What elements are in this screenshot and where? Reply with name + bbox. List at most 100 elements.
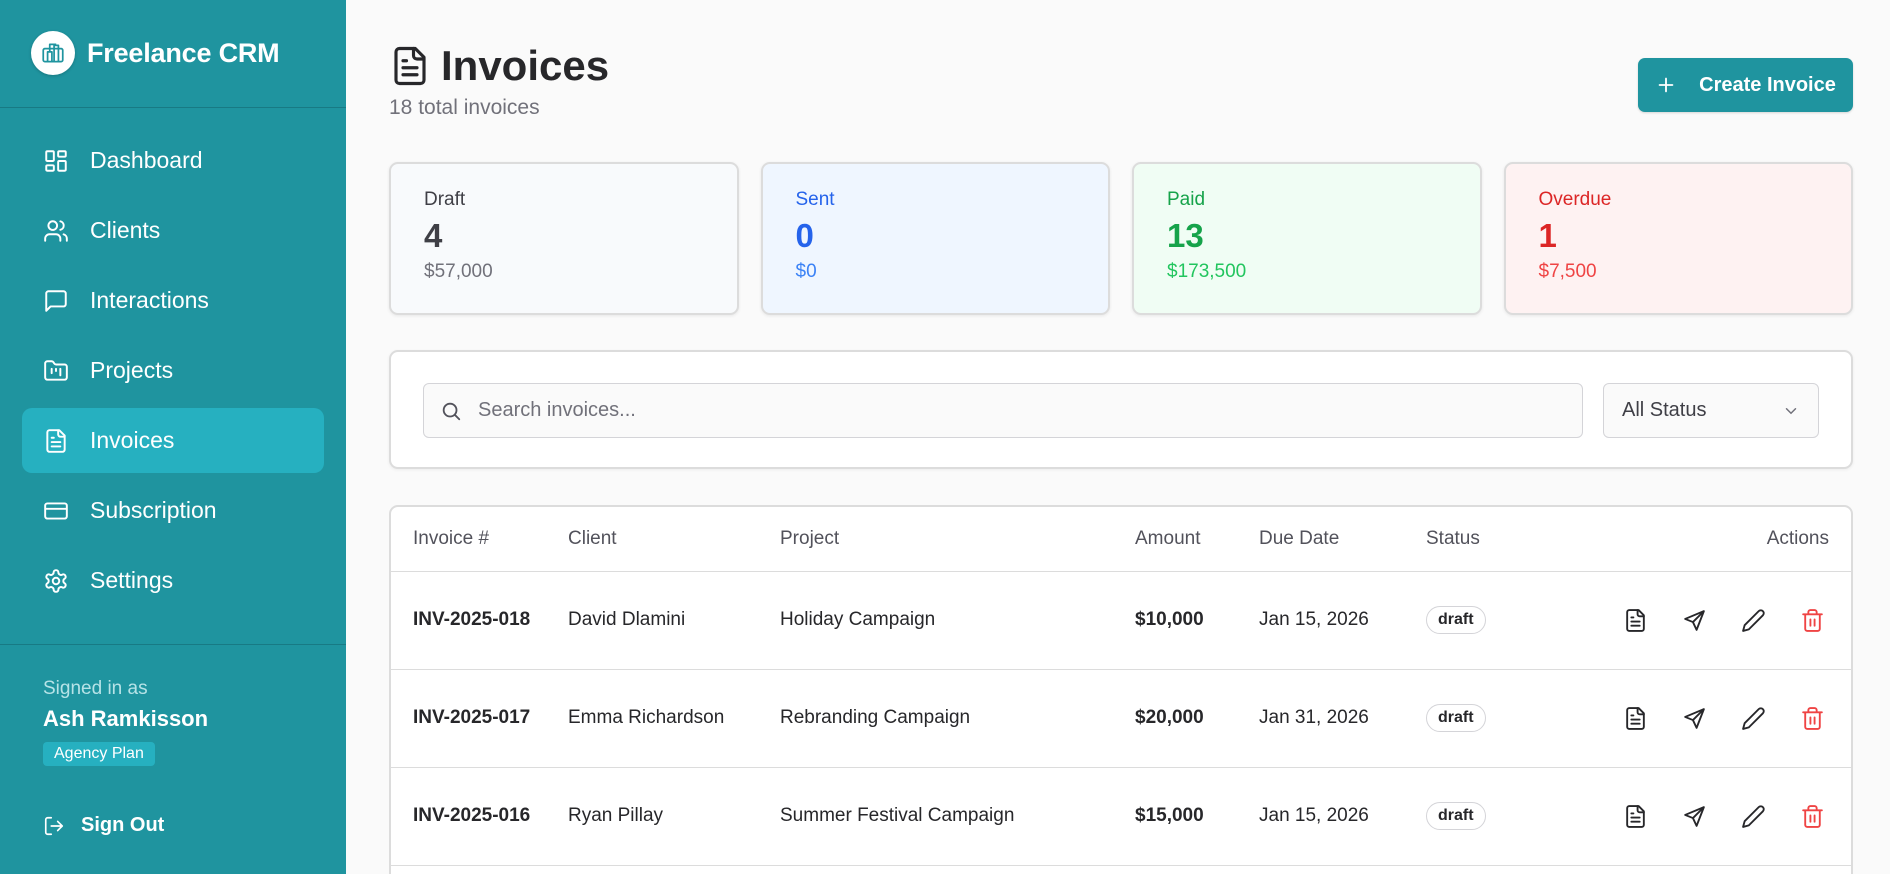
sidebar-item-interactions[interactable]: Interactions	[22, 268, 324, 333]
delete-invoice-button[interactable]	[1800, 706, 1825, 731]
edit-invoice-button[interactable]	[1741, 608, 1766, 633]
invoice-amount: $10,000	[1135, 571, 1259, 670]
page-header: Invoices 18 total invoices	[389, 42, 609, 120]
due-date: Jan 31, 2026	[1259, 669, 1426, 768]
sidebar-nav: Dashboard Clients Interactions Projects …	[22, 128, 324, 618]
actions-cell	[1556, 767, 1851, 866]
stat-count: 1	[1538, 217, 1557, 254]
invoice-count: 18 total invoices	[389, 96, 540, 119]
search-icon	[442, 402, 461, 420]
send-invoice-button[interactable]	[1682, 608, 1707, 633]
trash-icon	[1802, 706, 1823, 730]
client-name: Emma Richardson	[568, 669, 780, 768]
trash-icon	[1802, 608, 1823, 632]
client-name: Ryan Pillay	[568, 767, 780, 866]
status-filter-value: All Status	[1622, 399, 1707, 421]
sidebar-item-projects[interactable]: Projects	[22, 338, 324, 403]
status-cell: draft	[1426, 669, 1556, 768]
plus-icon	[1658, 77, 1674, 93]
sidebar-item-label: Subscription	[90, 497, 217, 523]
filter-bar: All Status	[389, 350, 1853, 469]
column-header-invoice[interactable]: Invoice #	[391, 507, 568, 572]
account-info: Signed in as Ash Ramkisson Agency Plan	[43, 678, 208, 766]
dashboard-icon	[45, 149, 67, 172]
send-icon	[1684, 609, 1705, 631]
stat-count: 0	[795, 217, 814, 254]
stat-amount: $57,000	[424, 261, 493, 282]
search-input[interactable]	[478, 399, 1558, 422]
view-pdf-button[interactable]	[1623, 804, 1648, 829]
sidebar-divider-top	[0, 107, 346, 108]
brand[interactable]: Freelance CRM	[31, 31, 280, 75]
invoice-amount: $15,000	[1135, 767, 1259, 866]
stat-card-overdue: Overdue 1 $7,500	[1503, 162, 1853, 315]
sidebar-item-clients[interactable]: Clients	[22, 198, 324, 263]
file-text-icon	[46, 428, 66, 453]
sidebar: Freelance CRM Dashboard Clients Interact…	[0, 0, 346, 874]
sign-out-button[interactable]: Sign Out	[43, 814, 164, 837]
table-header-row: Invoice # Client Project Amount Due Date…	[391, 507, 1851, 572]
user-name: Ash Ramkisson	[43, 706, 209, 731]
sidebar-item-subscription[interactable]: Subscription	[22, 478, 324, 543]
file-text-icon	[394, 46, 426, 86]
project-name: Rebranding Campaign	[780, 669, 1135, 768]
invoices-table: Invoice # Client Project Amount Due Date…	[389, 505, 1853, 874]
create-invoice-label: Create Invoice	[1699, 73, 1836, 96]
chevron-down-icon	[1785, 407, 1797, 414]
table-row[interactable]: INV-2025-018 David Dlamini Holiday Campa…	[391, 571, 1851, 670]
sidebar-item-settings[interactable]: Settings	[22, 548, 324, 613]
project-name: Summer Festival Campaign	[780, 767, 1135, 866]
create-invoice-button[interactable]: Create Invoice	[1638, 58, 1853, 112]
sidebar-item-invoices[interactable]: Invoices	[22, 408, 324, 473]
sidebar-item-label: Clients	[90, 217, 161, 243]
sidebar-item-label: Settings	[90, 567, 174, 593]
send-icon	[1684, 707, 1705, 729]
invoice-number: INV-2025-017	[391, 669, 568, 768]
status-badge: draft	[1426, 802, 1486, 830]
search-box[interactable]	[423, 383, 1583, 438]
send-icon	[1684, 805, 1705, 827]
due-date: Jan 15, 2026	[1259, 571, 1426, 670]
edit-invoice-button[interactable]	[1741, 804, 1766, 829]
status-cell: draft	[1426, 571, 1556, 670]
brand-name: Freelance CRM	[87, 37, 280, 68]
stat-amount: $0	[795, 261, 817, 282]
column-header-amount[interactable]: Amount	[1135, 507, 1259, 572]
send-invoice-button[interactable]	[1682, 804, 1707, 829]
table-row[interactable]: INV-2025-017 Emma Richardson Rebranding …	[391, 669, 1851, 768]
view-pdf-button[interactable]	[1623, 706, 1648, 731]
actions-cell	[1556, 669, 1851, 768]
column-header-actions: Actions	[1556, 507, 1851, 572]
stat-amount: $173,500	[1167, 261, 1247, 282]
sidebar-item-label: Projects	[90, 357, 174, 383]
sign-out-icon	[44, 816, 64, 835]
status-filter-select[interactable]: All Status	[1603, 383, 1819, 438]
table-row[interactable]: INV-2025-016 Ryan Pillay Summer Festival…	[391, 767, 1851, 866]
plan-badge: Agency Plan	[43, 742, 155, 766]
file-text-icon	[1626, 804, 1645, 828]
edit-invoice-button[interactable]	[1741, 706, 1766, 731]
trash-icon	[1802, 804, 1823, 828]
stat-count: 13	[1167, 217, 1204, 254]
column-header-project[interactable]: Project	[780, 507, 1135, 572]
project-name: Holiday Campaign	[780, 571, 1135, 670]
invoice-number: INV-2025-016	[391, 767, 568, 866]
delete-invoice-button[interactable]	[1800, 804, 1825, 829]
pencil-icon	[1742, 608, 1765, 632]
column-header-client[interactable]: Client	[568, 507, 780, 572]
column-header-status[interactable]: Status	[1426, 507, 1556, 572]
column-header-due-date[interactable]: Due Date	[1259, 507, 1426, 572]
sign-out-label: Sign Out	[81, 814, 165, 836]
status-cell: draft	[1426, 767, 1556, 866]
view-pdf-button[interactable]	[1623, 608, 1648, 633]
stat-card-paid: Paid 13 $173,500	[1132, 162, 1482, 315]
status-badge: draft	[1426, 704, 1486, 732]
stat-amount: $7,500	[1538, 261, 1597, 282]
table-row-partial[interactable]	[391, 865, 1851, 874]
send-invoice-button[interactable]	[1682, 706, 1707, 731]
delete-invoice-button[interactable]	[1800, 608, 1825, 633]
message-icon	[45, 289, 67, 312]
sidebar-item-dashboard[interactable]: Dashboard	[22, 128, 324, 193]
stat-card-draft: Draft 4 $57,000	[389, 162, 739, 315]
pencil-icon	[1742, 706, 1765, 730]
